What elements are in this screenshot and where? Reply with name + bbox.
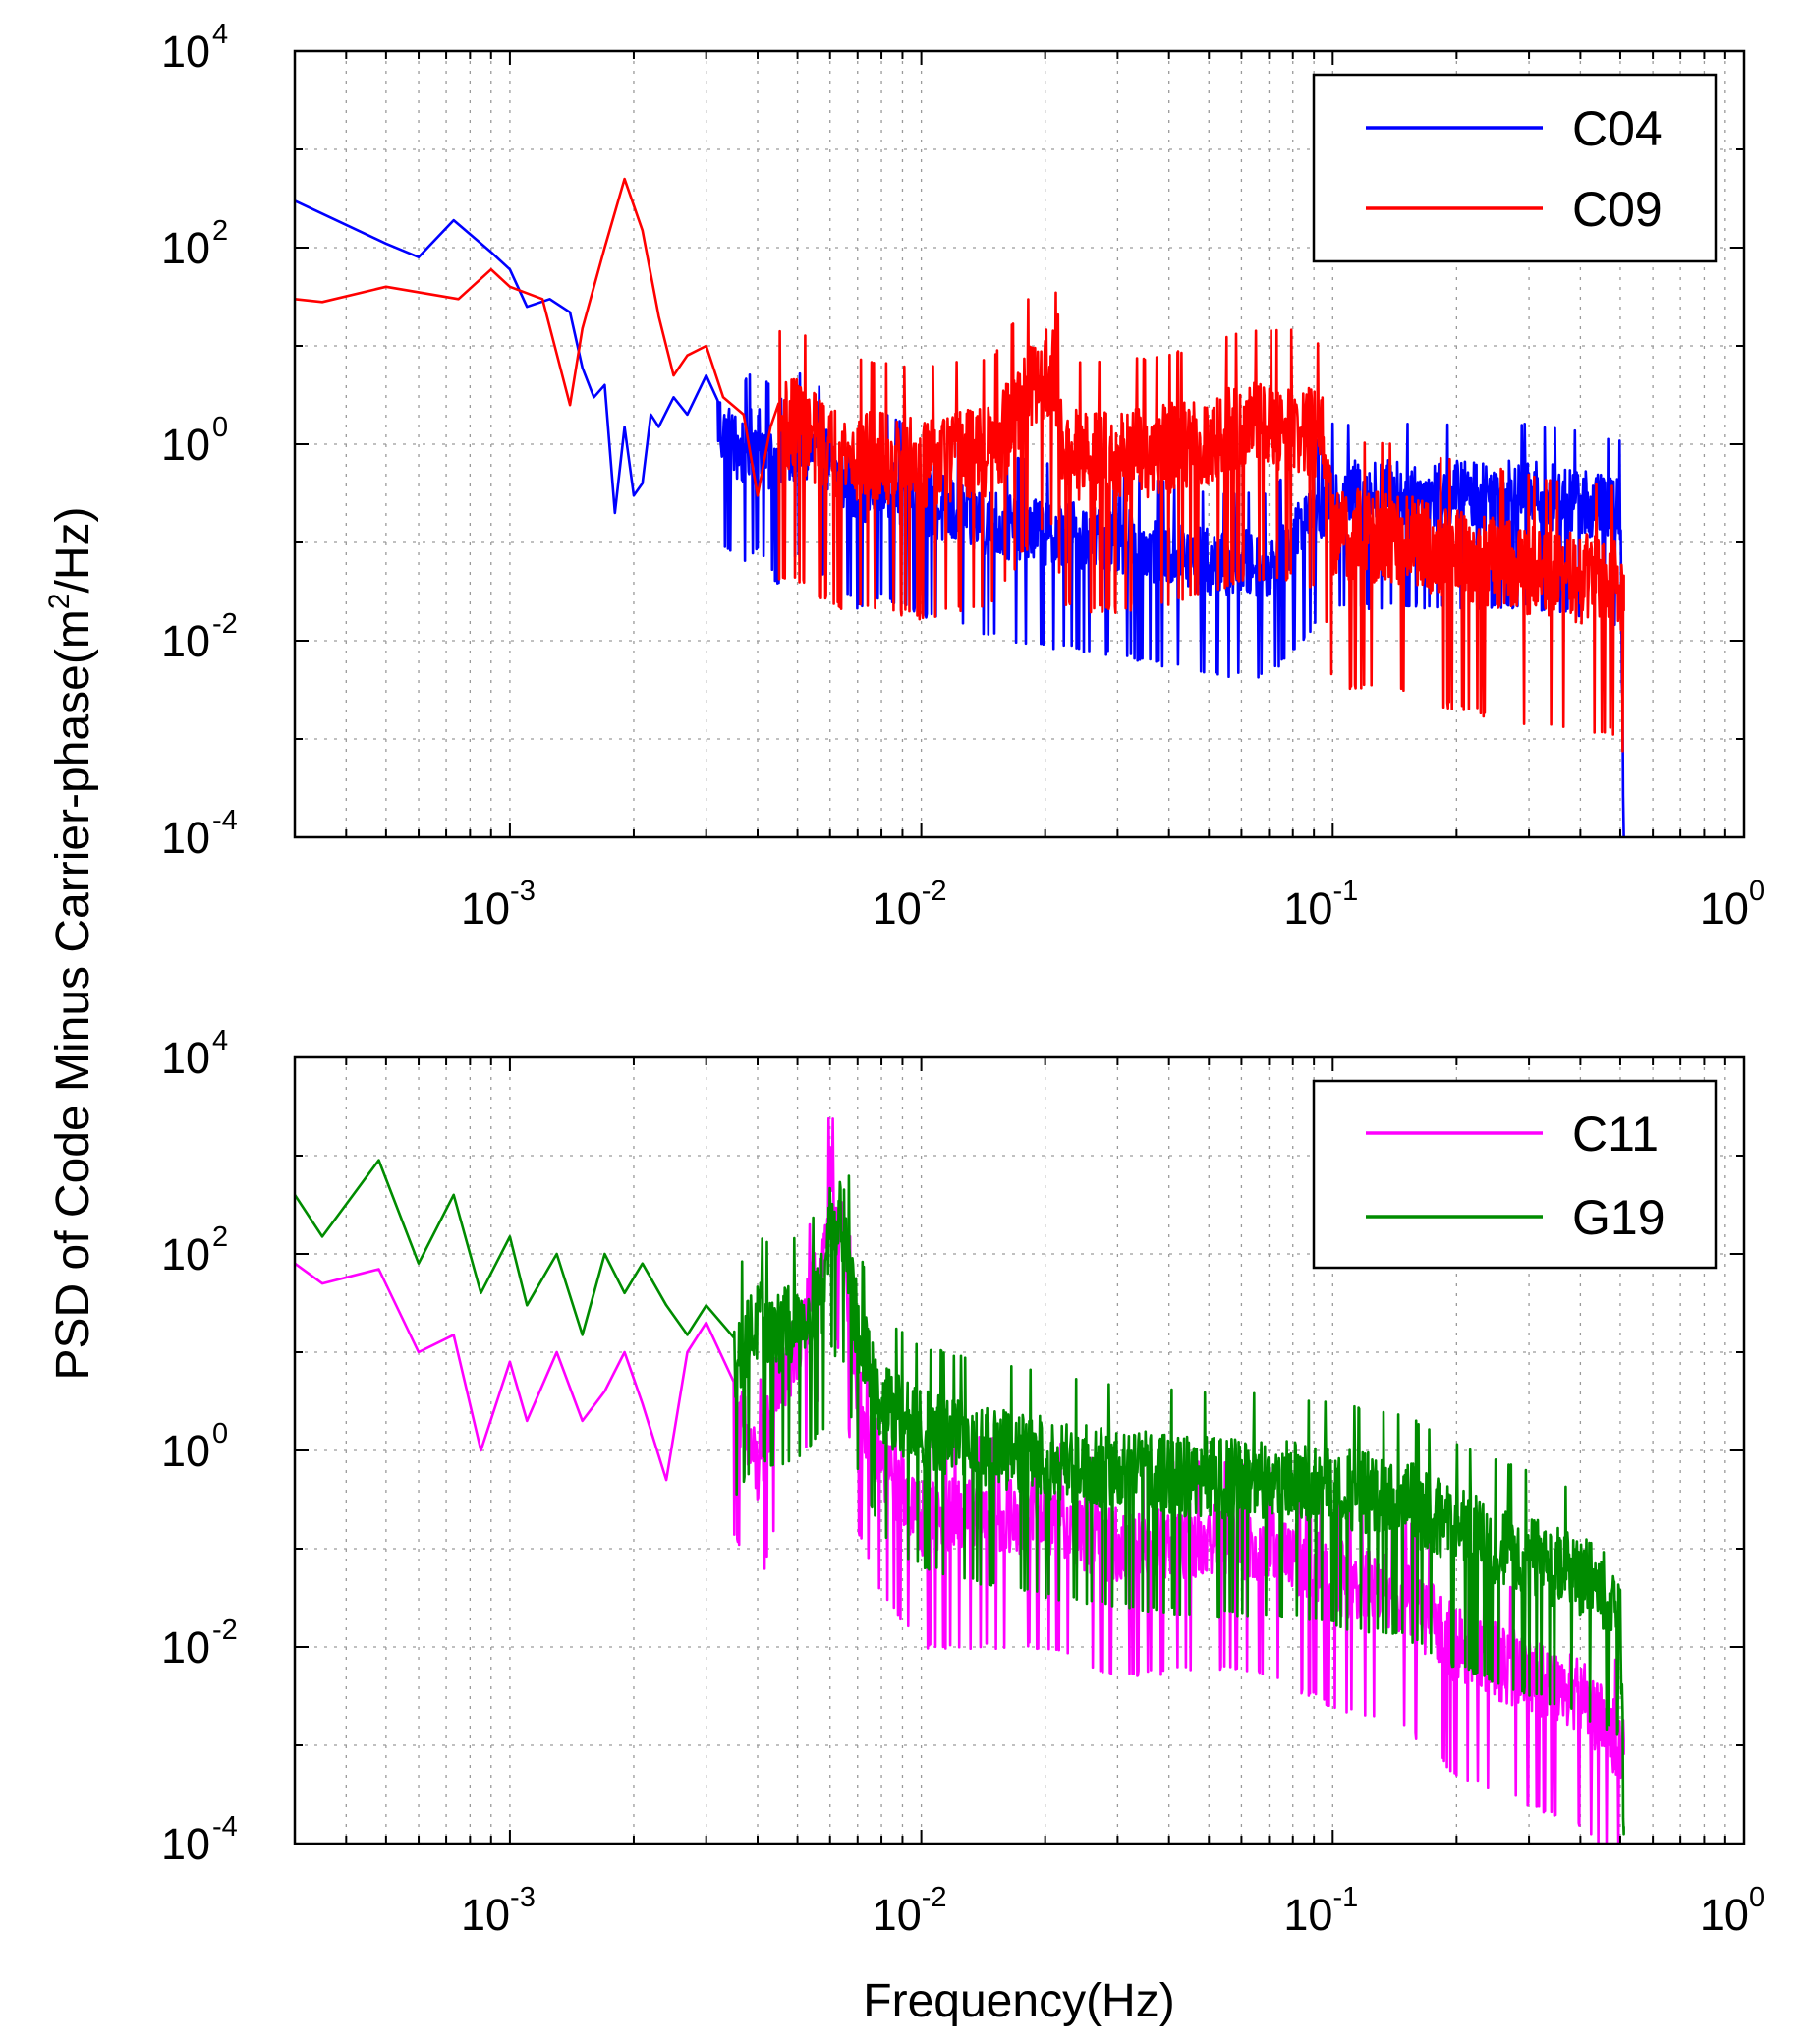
y-tick-label-base: 10 bbox=[161, 1229, 210, 1279]
y-tick-label-base: 10 bbox=[161, 223, 210, 273]
x-tick-label-base: 10 bbox=[1283, 883, 1332, 934]
x-tick-label-exp: -3 bbox=[510, 1882, 536, 1913]
legend-top: C04 C09 bbox=[1312, 73, 1718, 263]
x-tick-label: 10-1 bbox=[1283, 1882, 1358, 1940]
x-tick-label-base: 10 bbox=[461, 883, 510, 934]
legend-box bbox=[1312, 73, 1718, 263]
legend-bottom: C11 G19 bbox=[1312, 1079, 1718, 1270]
y-tick-label-exp: 4 bbox=[212, 1025, 228, 1056]
x-tick-label: 10-2 bbox=[873, 876, 947, 934]
y-tick-label-base: 10 bbox=[161, 1819, 210, 1869]
x-tick-label: 10-1 bbox=[1283, 876, 1358, 934]
y-tick-label: 10 bbox=[161, 1426, 210, 1476]
y-tick-label-base: 10 bbox=[161, 616, 210, 666]
y-tick-label: 10 bbox=[161, 813, 210, 863]
x-tick-label-exp: 0 bbox=[1749, 876, 1765, 907]
series-line-c04 bbox=[294, 199, 1625, 838]
x-tick-label: 10-3 bbox=[461, 1882, 536, 1940]
y-tick-label: 10 bbox=[161, 1622, 210, 1673]
x-tick-label-base: 10 bbox=[1700, 883, 1749, 934]
x-tick-label-exp: -1 bbox=[1332, 876, 1358, 907]
y-tick-label: 10 bbox=[161, 27, 210, 77]
series-top bbox=[294, 177, 1625, 838]
y-tick-label-exp: 0 bbox=[212, 1418, 228, 1449]
y-tick-label: 10 bbox=[161, 420, 210, 470]
y-tick-label-base: 10 bbox=[161, 420, 210, 470]
x-tick-label-base: 10 bbox=[1283, 1890, 1332, 1940]
legend-label-c11: C11 bbox=[1572, 1107, 1659, 1162]
y-tick-label: 10 bbox=[161, 1819, 210, 1869]
y-tick-label-base: 10 bbox=[161, 27, 210, 77]
y-tick-label-base: 10 bbox=[161, 1426, 210, 1476]
ticks-top bbox=[295, 50, 1744, 838]
series-bottom bbox=[293, 1116, 1625, 1845]
x-tick-label-base: 10 bbox=[873, 1890, 922, 1940]
y-tick-label-exp: 4 bbox=[212, 19, 228, 50]
x-tick-label: 100 bbox=[1700, 876, 1765, 934]
y-tick-label-base: 10 bbox=[161, 1033, 210, 1083]
y-tick-label: 10 bbox=[161, 223, 210, 273]
y-tick-label: 10 bbox=[161, 1033, 210, 1083]
y-tick-label-exp: -4 bbox=[212, 1811, 238, 1843]
y-tick-label-exp: -4 bbox=[212, 805, 238, 836]
x-axis-label: Frequency(Hz) bbox=[863, 1975, 1174, 2027]
y-tick-label-exp: -2 bbox=[212, 608, 238, 640]
legend-label-c04: C04 bbox=[1572, 101, 1663, 156]
y-tick-label: 10 bbox=[161, 616, 210, 666]
y-tick-label-base: 10 bbox=[161, 813, 210, 863]
series-line-g19 bbox=[293, 1159, 1625, 1836]
y-tick-label-exp: 2 bbox=[212, 215, 228, 247]
legend-label-c09: C09 bbox=[1572, 182, 1663, 237]
series-line-c09 bbox=[294, 177, 1625, 753]
x-tick-label-base: 10 bbox=[1700, 1890, 1749, 1940]
y-tick-label-exp: 0 bbox=[212, 412, 228, 443]
x-tick-label-base: 10 bbox=[461, 1890, 510, 1940]
y-tick-label: 10 bbox=[161, 1229, 210, 1279]
x-tick-label: 10-2 bbox=[873, 1882, 947, 1940]
y-tick-label-exp: -2 bbox=[212, 1615, 238, 1646]
x-tick-label-exp: -3 bbox=[510, 876, 536, 907]
legend-box bbox=[1312, 1079, 1718, 1270]
x-tick-label-exp: -2 bbox=[922, 1882, 947, 1913]
y-axis-label-main: PSD of Code Minus Carrier-phase(m bbox=[47, 609, 99, 1380]
y-axis-label-tail: /Hz) bbox=[47, 507, 99, 594]
y-axis-label: PSD of Code Minus Carrier-phase(m2/Hz) bbox=[43, 507, 99, 1381]
x-tick-label: 100 bbox=[1700, 1882, 1765, 1940]
legend-label-g19: G19 bbox=[1572, 1190, 1666, 1245]
y-tick-label-exp: 2 bbox=[212, 1221, 228, 1253]
y-axis-label-sup: 2 bbox=[43, 594, 76, 610]
x-tick-label-exp: 0 bbox=[1749, 1882, 1765, 1913]
ticks-bottom bbox=[295, 1056, 1744, 1845]
y-tick-label-base: 10 bbox=[161, 1622, 210, 1673]
x-tick-label-exp: -2 bbox=[922, 876, 947, 907]
x-tick-label: 10-3 bbox=[461, 876, 536, 934]
x-tick-label-exp: -1 bbox=[1332, 1882, 1358, 1913]
x-tick-label-base: 10 bbox=[873, 883, 922, 934]
